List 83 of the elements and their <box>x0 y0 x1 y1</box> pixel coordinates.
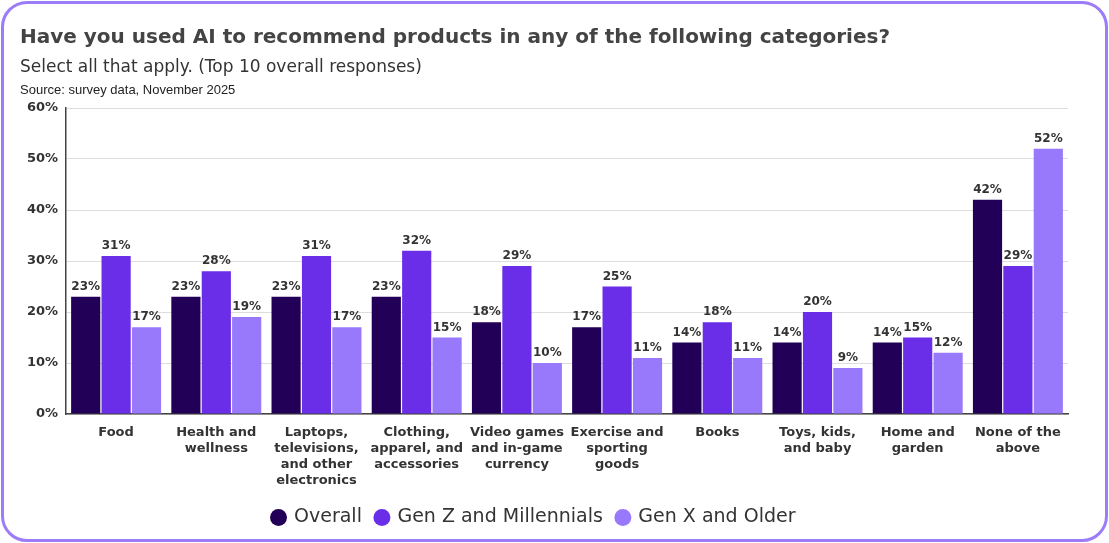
bar <box>772 342 802 414</box>
bar <box>301 255 332 414</box>
data-label: 23% <box>371 278 401 293</box>
data-label: 28% <box>201 253 231 268</box>
legend-label: Overall <box>294 504 362 527</box>
data-label: 32% <box>402 232 432 247</box>
data-label: 42% <box>973 181 1002 196</box>
bar <box>632 357 663 414</box>
bar <box>702 322 732 414</box>
bar <box>332 327 362 414</box>
data-label: 18% <box>472 304 501 319</box>
data-label: 12% <box>933 334 963 349</box>
bar <box>471 322 502 414</box>
data-label: 17% <box>572 309 602 324</box>
data-label: 25% <box>602 268 632 283</box>
bar <box>271 296 301 414</box>
y-tick-label: 40% <box>26 201 58 217</box>
bar <box>232 317 262 414</box>
data-label: 31% <box>101 238 131 253</box>
bar <box>1033 148 1063 414</box>
bar <box>672 342 702 414</box>
y-tick-label: 20% <box>26 303 58 319</box>
bar <box>872 342 902 414</box>
data-label: 14% <box>772 324 802 339</box>
bar <box>402 250 432 414</box>
bar <box>371 296 401 414</box>
x-tick-label: Food <box>98 423 134 439</box>
bar <box>1003 266 1033 414</box>
data-label: 14% <box>672 324 702 339</box>
data-label: 9% <box>837 350 859 365</box>
y-tick-label: 10% <box>26 354 58 370</box>
bar <box>71 296 101 414</box>
bar <box>131 327 162 414</box>
data-label: 18% <box>702 304 732 319</box>
bar <box>903 337 933 414</box>
data-label: 11% <box>733 340 763 355</box>
legend-label: Gen X and Older <box>638 504 796 527</box>
bar <box>833 368 863 414</box>
x-tick-label: Toys, kids, and baby <box>779 423 856 455</box>
x-tick-label: None of the above <box>974 423 1061 455</box>
x-tick-label: Books <box>695 423 740 439</box>
data-label: 15% <box>432 319 462 334</box>
data-label: 15% <box>903 319 933 334</box>
data-label: 10% <box>532 345 562 360</box>
legend-label: Gen Z and Millennials <box>397 504 603 527</box>
x-tick-label: Health and wellness <box>176 423 257 455</box>
x-tick-label: Exercise and sporting goods <box>570 423 664 471</box>
data-label: 52% <box>1033 130 1063 145</box>
bar <box>502 266 532 414</box>
x-tick-label: Video games and in-game currency <box>469 423 565 471</box>
bar <box>171 296 201 414</box>
bar <box>572 327 602 414</box>
data-label: 17% <box>332 309 362 324</box>
y-tick-label: 0% <box>35 405 58 421</box>
x-tick-label: Home and garden <box>880 423 955 455</box>
data-label: 29% <box>502 248 532 263</box>
chart-title: Have you used AI to recommend products in any of the following categories? <box>20 24 891 48</box>
data-label: 14% <box>872 324 902 339</box>
bar <box>933 352 963 414</box>
data-label: 19% <box>232 299 262 314</box>
bar <box>972 199 1003 414</box>
chart-subtitle: Select all that apply. (Top 10 overall responses) <box>20 56 422 76</box>
bar <box>802 312 833 414</box>
bar <box>733 357 763 414</box>
data-label: 11% <box>633 340 662 355</box>
data-label: 23% <box>71 278 101 293</box>
data-label: 17% <box>132 309 161 324</box>
y-tick-label: 60% <box>26 99 58 115</box>
bar <box>432 337 462 414</box>
data-label: 29% <box>1003 248 1033 263</box>
bar <box>201 271 231 414</box>
x-tick-label: Clothing, apparel, and accessories <box>370 423 464 471</box>
y-tick-label: 30% <box>26 252 58 268</box>
source-note: Source: survey data, November 2025 <box>20 82 236 97</box>
y-tick-label: 50% <box>26 150 58 166</box>
data-label: 23% <box>171 278 201 293</box>
bar <box>602 286 632 414</box>
bar <box>532 363 562 414</box>
x-tick-label: Laptops, televisions, and other electronics <box>274 423 359 488</box>
data-label: 31% <box>302 238 331 253</box>
data-label: 23% <box>271 278 301 293</box>
bar <box>101 255 131 414</box>
data-label: 20% <box>803 294 832 309</box>
